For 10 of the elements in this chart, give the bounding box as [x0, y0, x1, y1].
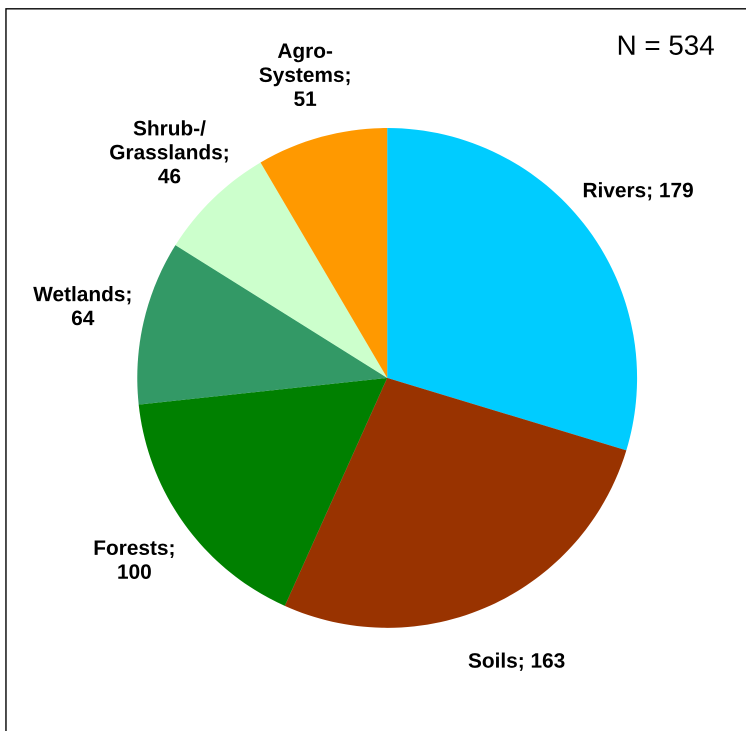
- slice-label: Rivers; 179: [584, 182, 693, 200]
- text: N = 534: [618, 35, 714, 55]
- slice-label: Wetlands; 64: [33, 286, 130, 326]
- pie-slice: [284, 378, 626, 628]
- slice-label: Shrub-/ Grasslands; 46: [110, 120, 228, 184]
- slice-label: Agro- Systems; 51: [259, 44, 350, 106]
- pie-slice: [137, 245, 388, 405]
- slice-label: Soils; 163: [468, 652, 564, 671]
- slice-label: Forests; 100: [94, 540, 174, 579]
- pie-slice: [260, 128, 388, 378]
